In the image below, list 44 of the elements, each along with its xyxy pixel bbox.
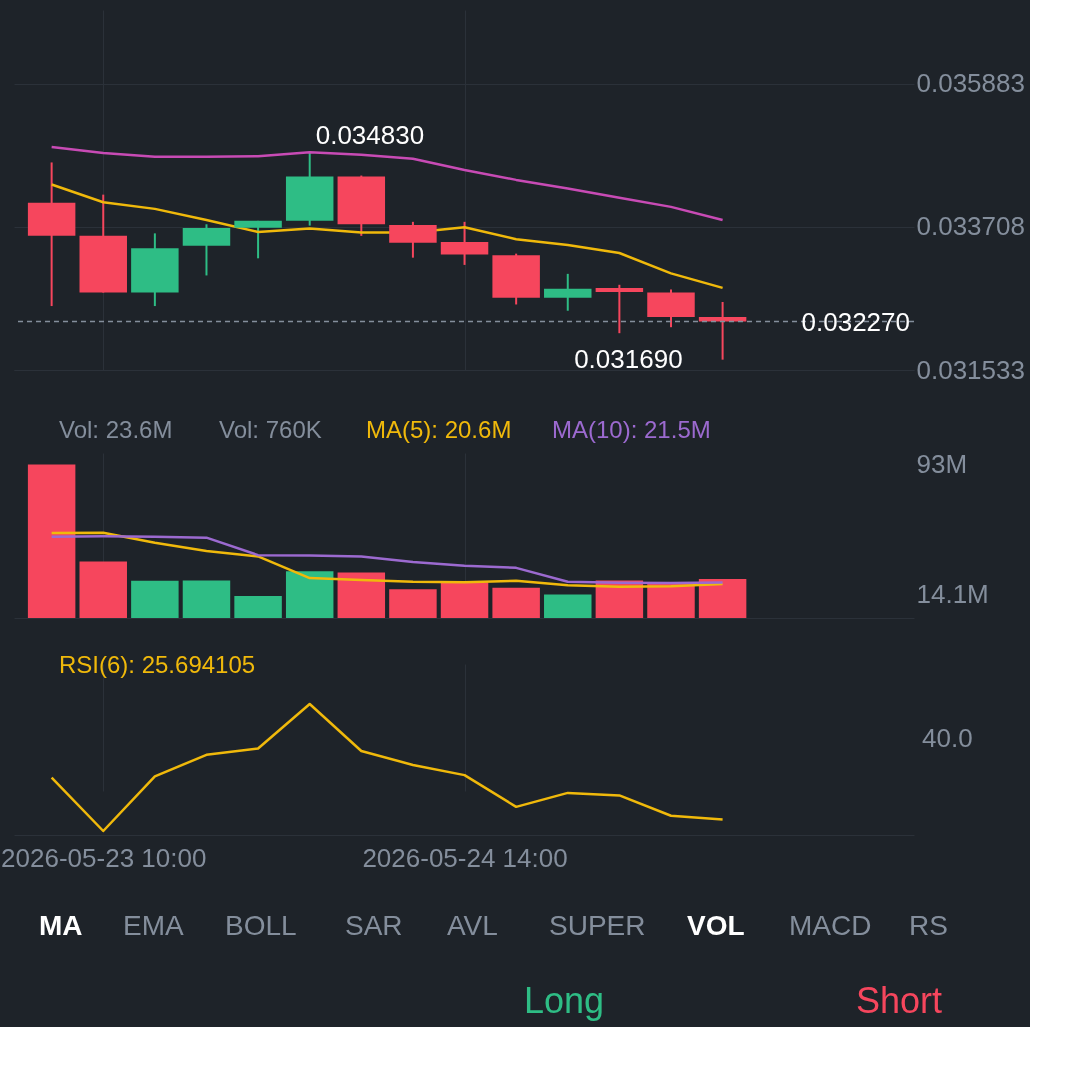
line-series (50, 183, 724, 290)
text: SUPER (549, 910, 646, 941)
x-tick-label: 2026-05-23 10:00 (1, 842, 207, 873)
bar (285, 571, 334, 618)
bar (440, 582, 489, 618)
bar (234, 595, 282, 618)
text: RSI(6): 25.694105 (59, 651, 256, 678)
text: Long (523, 980, 605, 1021)
text: SAR (345, 910, 403, 941)
text: MA(5): 20.6M (366, 416, 512, 443)
bar (698, 579, 747, 618)
bar (389, 589, 437, 618)
bar (492, 587, 540, 618)
ref-line-label: 0.032270 (801, 307, 910, 338)
bar (182, 580, 231, 618)
text: MA (39, 910, 83, 941)
text: Vol: 23.6M (59, 416, 173, 443)
bar (27, 464, 76, 618)
text: Short (855, 980, 943, 1021)
y-tick-label: 93M (916, 449, 968, 480)
text: MA(10): 21.5M (552, 416, 711, 443)
y-tick-label: 0.033708 (916, 211, 1025, 242)
y-tick-label: 0.031533 (916, 354, 1025, 385)
text: Vol: 760K (219, 416, 322, 443)
text: RS (909, 910, 948, 941)
bar (647, 583, 695, 618)
y-tick-label: 0.035883 (916, 68, 1025, 99)
candlestick (544, 272, 592, 312)
text: BOLL (225, 910, 297, 941)
bar (79, 561, 127, 618)
text: AVL (447, 910, 498, 941)
text: MACD (789, 910, 872, 941)
text: VOL (687, 910, 745, 941)
y-tick-label: 14.1M (916, 579, 989, 610)
candlestick (595, 283, 644, 335)
bar (544, 594, 592, 618)
text: EMA (123, 910, 184, 941)
annotation: 0.034830 (315, 119, 425, 150)
annotation: 0.031690 (574, 343, 683, 374)
text: 40.0 (922, 722, 973, 753)
bar (131, 580, 179, 618)
x-tick-label: 2026-05-24 14:00 (362, 842, 568, 873)
line-series (50, 145, 724, 222)
bar (337, 572, 386, 618)
